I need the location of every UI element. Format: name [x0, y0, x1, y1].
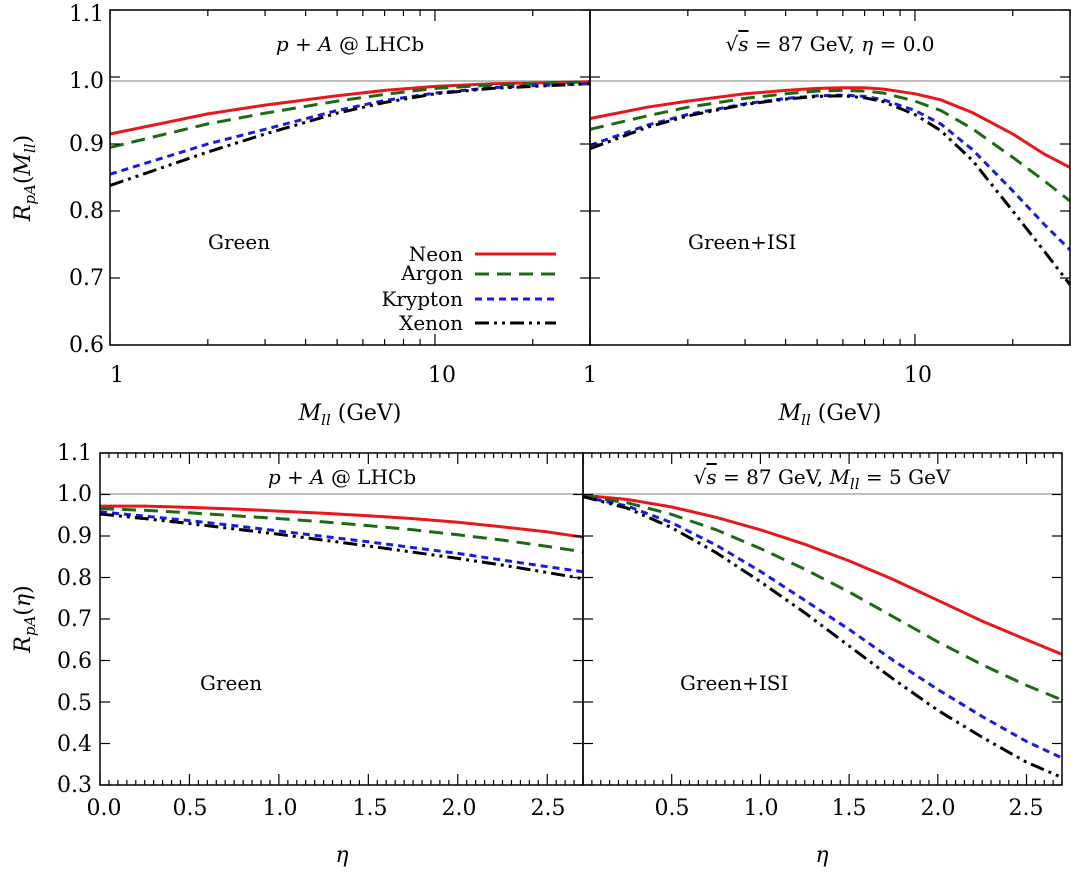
x-tick-label: 2.5 — [1009, 796, 1044, 821]
y-axis-label: RpA(η) — [11, 585, 39, 653]
series-line-argon — [582, 494, 1063, 702]
ticks — [109, 9, 591, 346]
y-tick-label: 0.3 — [57, 773, 92, 798]
y-tick-label: 0.5 — [57, 691, 92, 716]
legend-label-krypton: Krypton — [381, 287, 463, 311]
curves — [589, 86, 1071, 286]
panel-bottom-left: 0.3 0.4 0.5 0.6 0.7 0.8 0.9 1.0 1.1 0.0 … — [11, 441, 584, 868]
x-axis-label: Mll (GeV) — [298, 401, 402, 429]
legend-label-argon: Argon — [400, 261, 463, 285]
x-tick-label: 0.5 — [655, 796, 690, 821]
x-tick-label: 10 — [904, 363, 932, 388]
x-tick-label: 2.0 — [921, 796, 956, 821]
plot-frame — [582, 452, 1063, 786]
ticks — [99, 452, 584, 786]
series-line-argon — [109, 80, 591, 149]
y-tick-label: 1.0 — [69, 69, 104, 94]
x-tick-label: 1 — [583, 363, 597, 388]
panel-top-right: 1 10 Mll (GeV) √s = 87 GeV, η = 0.0 Gree… — [583, 9, 1071, 429]
series-line-krypton — [99, 510, 584, 574]
x-axis-label: η — [815, 843, 828, 868]
ticks — [589, 9, 1071, 346]
series-line-xenon — [109, 82, 591, 187]
series-line-neon — [100, 504, 584, 539]
series-line-krypton — [589, 93, 1071, 251]
series-line-xenon — [99, 512, 584, 581]
panel-title: √s = 87 GeV, Mll = 5 GeV — [694, 465, 951, 493]
panel-title: p + A @ LHCb — [268, 465, 416, 489]
series-line-argon — [589, 88, 1071, 203]
series-line-neon — [589, 86, 1071, 169]
panel-bottom-right: 0.5 1.0 1.5 2.0 2.5 η √s = 87 GeV, Mll =… — [582, 452, 1063, 868]
y-tick-label: 0.6 — [69, 333, 104, 358]
curves — [99, 504, 584, 581]
legend: Neon Argon Krypton Xenon — [381, 242, 556, 335]
x-axis-label: Mll (GeV) — [778, 401, 882, 429]
panel-label: Green+ISI — [680, 671, 788, 695]
y-tick-label: 0.7 — [57, 607, 92, 632]
y-tick-label: 0.6 — [57, 649, 92, 674]
series-line-xenon — [589, 94, 1071, 286]
panel-label: Green+ISI — [688, 230, 796, 254]
legend-label-neon: Neon — [409, 242, 463, 266]
series-line-neon — [109, 80, 591, 136]
y-tick-label: 1.1 — [69, 2, 104, 27]
legend-label-xenon: Xenon — [399, 311, 463, 335]
x-tick-label: 1.5 — [353, 796, 388, 821]
curves — [109, 80, 591, 187]
x-tick-label: 1.5 — [832, 796, 867, 821]
series-line-neon — [582, 493, 1063, 656]
y-tick-label: 0.7 — [69, 266, 104, 291]
y-axis-label: RpA(Mll) — [11, 135, 39, 222]
x-tick-label: 0.5 — [173, 796, 208, 821]
x-tick-label: 2.0 — [442, 796, 477, 821]
panel-label: Green — [208, 230, 270, 254]
y-tick-label: 1.0 — [57, 482, 92, 507]
y-tick-label: 0.4 — [57, 732, 92, 757]
curves — [582, 493, 1063, 779]
x-tick-label: 2.5 — [531, 796, 566, 821]
plot-frame — [589, 9, 1071, 346]
y-tick-label: 0.8 — [57, 566, 92, 591]
series-line-argon — [99, 507, 584, 554]
y-tick-label: 0.8 — [69, 199, 104, 224]
series-line-krypton — [109, 82, 591, 176]
panel-title: p + A @ LHCb — [276, 32, 424, 56]
x-tick-label: 0.0 — [87, 796, 122, 821]
x-tick-label: 10 — [428, 363, 456, 388]
panel-top-left: 0.6 0.7 0.8 0.9 1.0 1.1 1 10 Mll (GeV) R… — [11, 2, 591, 429]
x-tick-label: 1.0 — [263, 796, 298, 821]
panel-label: Green — [200, 671, 262, 695]
plot-frame — [109, 9, 591, 346]
x-tick-label: 1 — [110, 363, 124, 388]
plot-frame — [99, 452, 584, 786]
x-axis-label: η — [335, 843, 348, 868]
y-tick-label: 1.1 — [57, 441, 92, 466]
y-tick-label: 0.9 — [69, 132, 104, 157]
panel-title: √s = 87 GeV, η = 0.0 — [725, 32, 934, 56]
y-tick-label: 0.9 — [57, 524, 92, 549]
x-tick-label: 1.0 — [744, 796, 779, 821]
series-line-krypton — [582, 495, 1063, 760]
series-line-xenon — [582, 495, 1063, 779]
